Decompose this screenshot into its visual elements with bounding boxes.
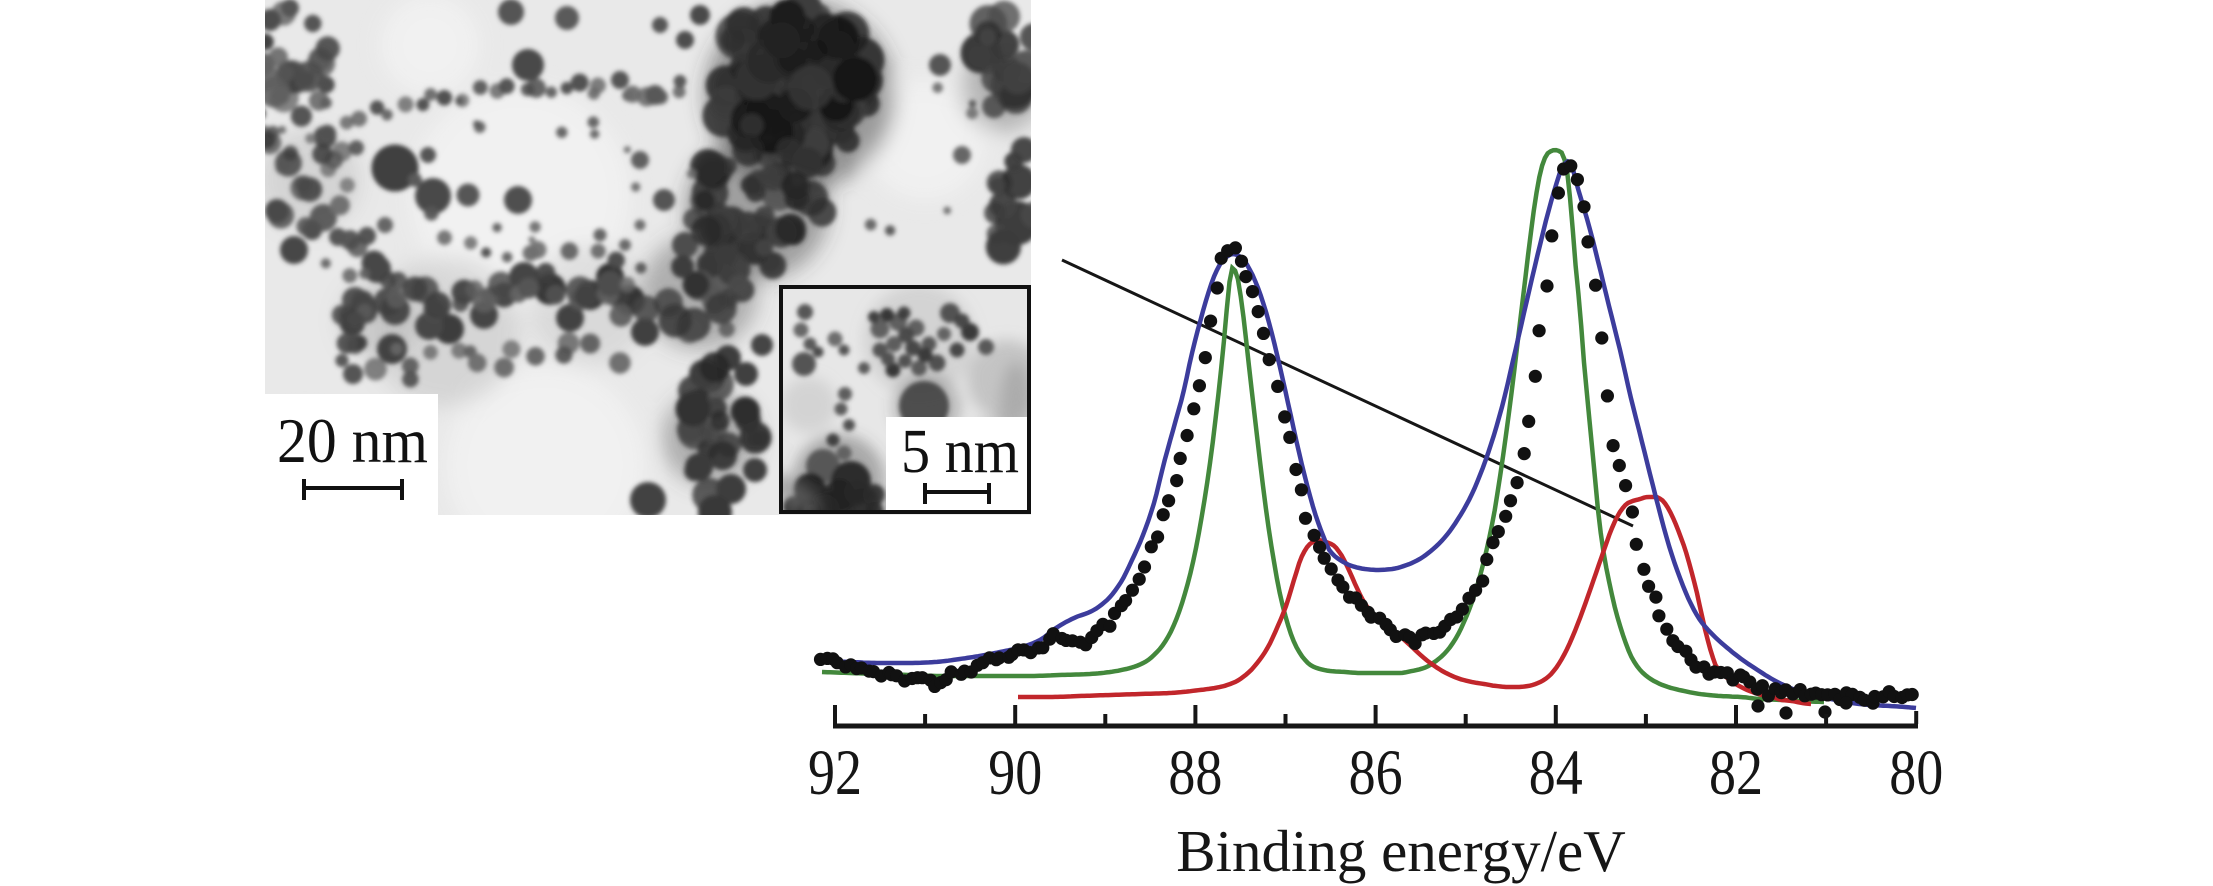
svg-text:90: 90 xyxy=(988,737,1042,809)
svg-text:Binding energy/eV: Binding energy/eV xyxy=(1176,818,1626,884)
svg-text:92: 92 xyxy=(808,737,862,809)
svg-text:80: 80 xyxy=(1889,737,1943,809)
svg-text:20 nm: 20 nm xyxy=(277,405,428,476)
svg-text:88: 88 xyxy=(1168,737,1222,809)
svg-text:5 nm: 5 nm xyxy=(901,417,1019,486)
svg-text:86: 86 xyxy=(1349,737,1403,809)
svg-text:82: 82 xyxy=(1709,737,1763,809)
svg-text:84: 84 xyxy=(1529,737,1583,809)
